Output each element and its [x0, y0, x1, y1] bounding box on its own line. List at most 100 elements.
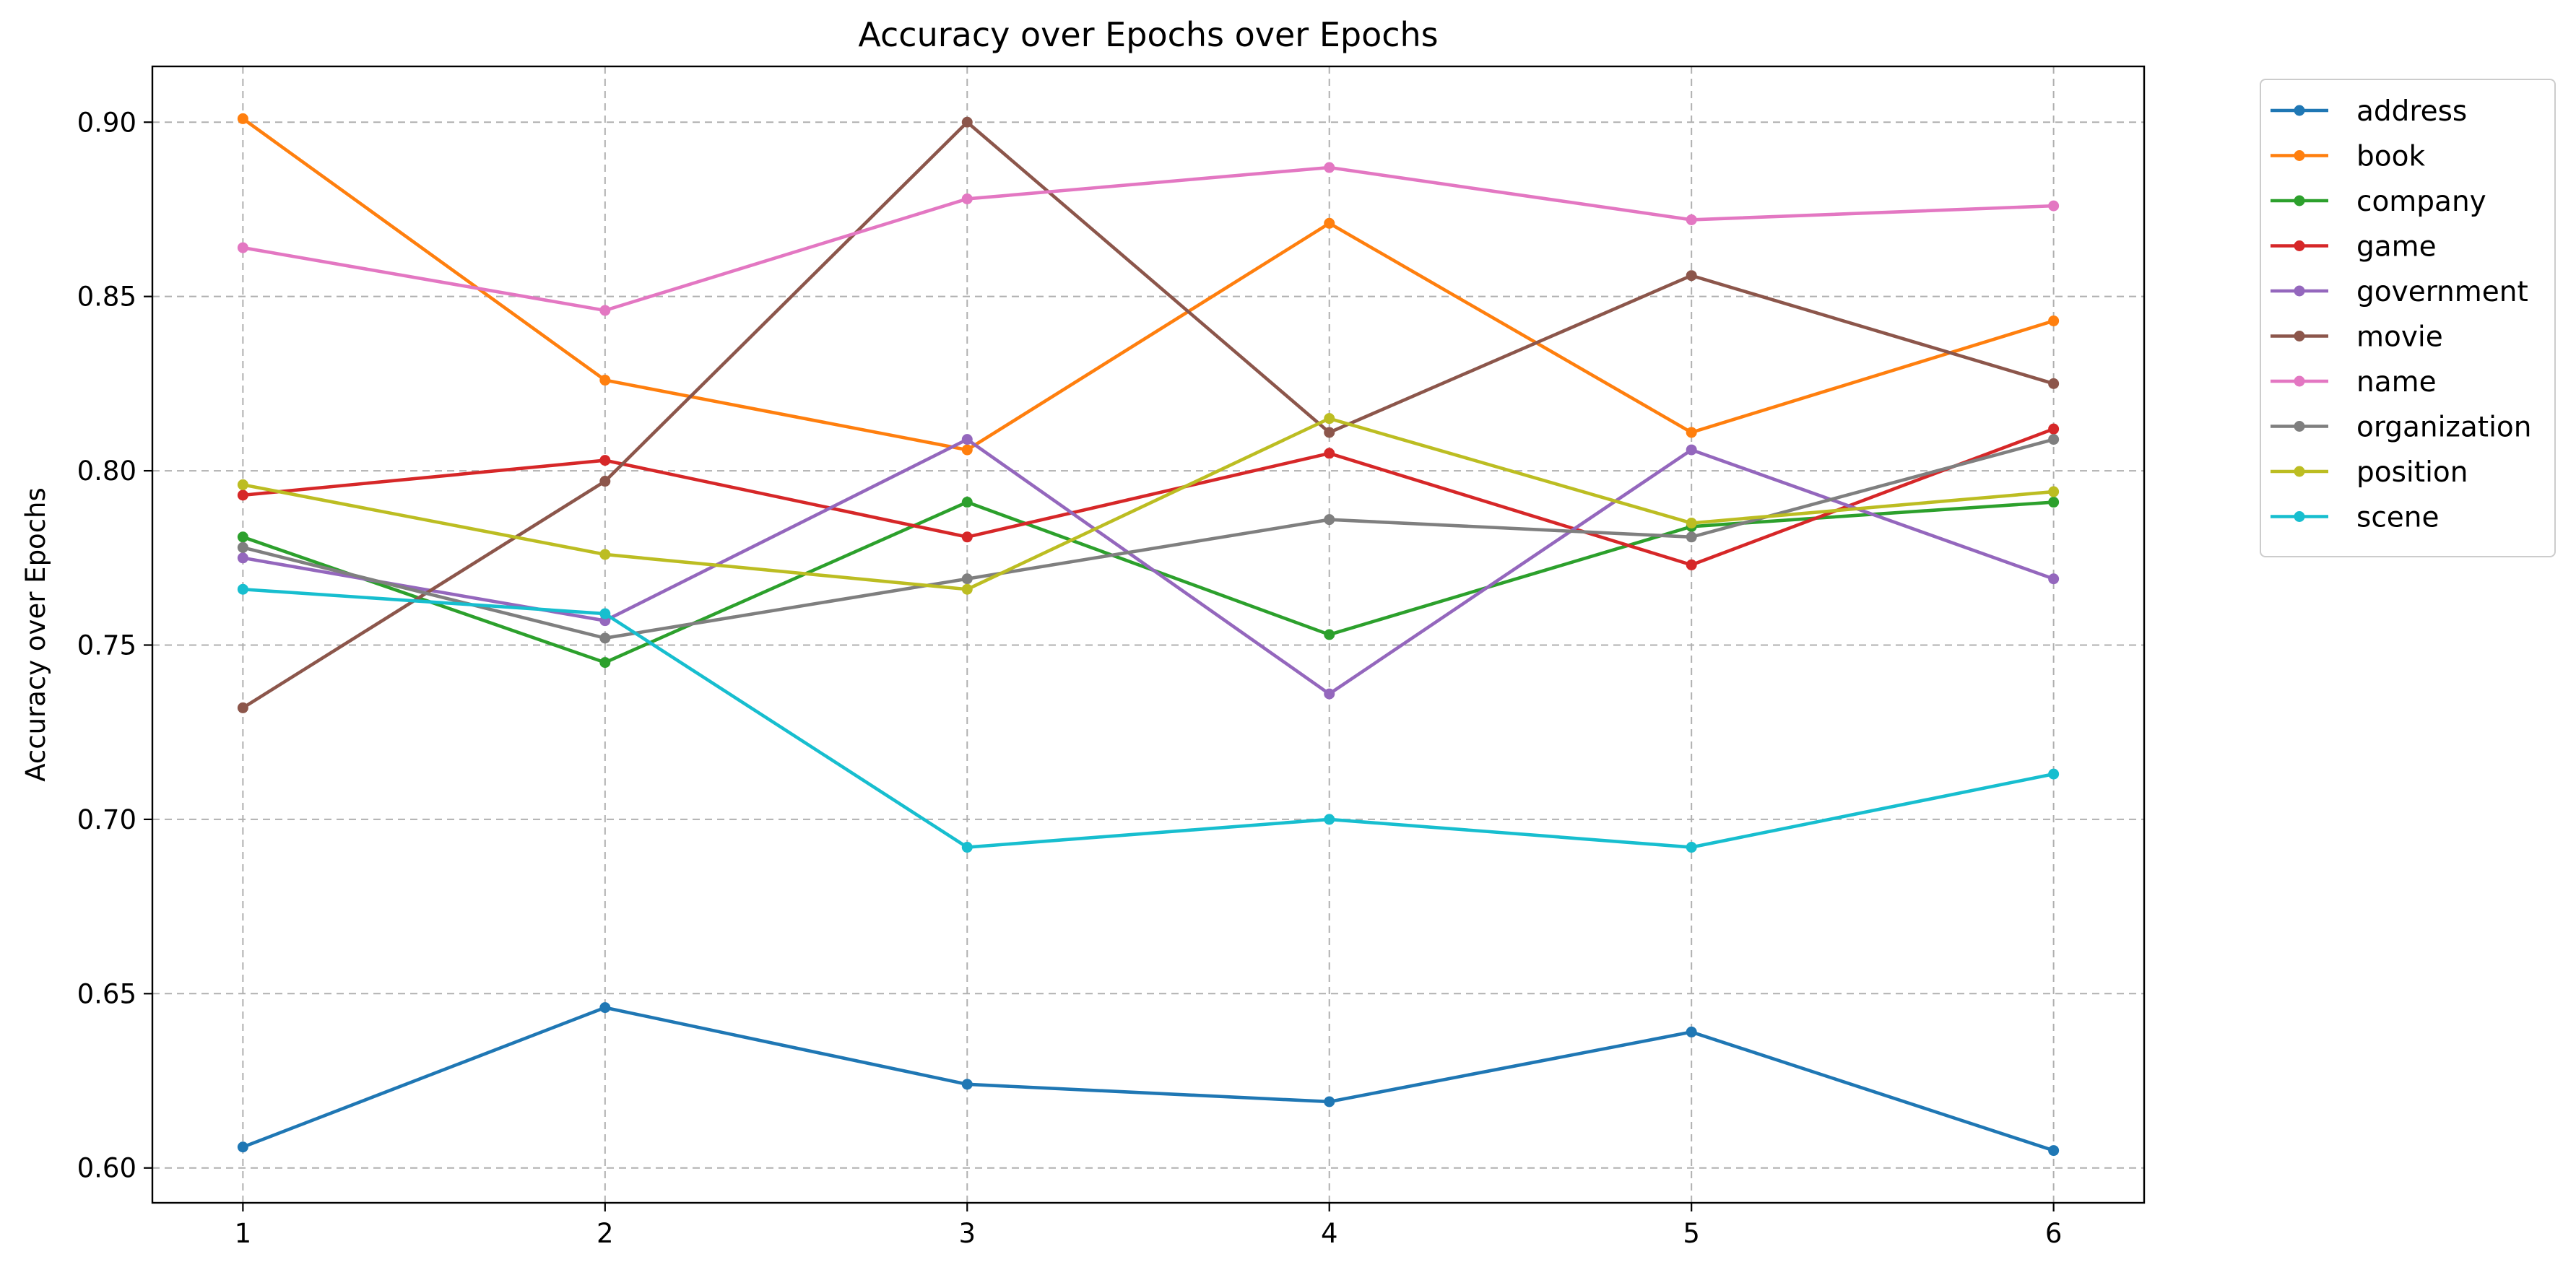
data-point-position — [1324, 413, 1335, 425]
chart-title: Accuracy over Epochs over Epochs — [858, 15, 1438, 54]
legend-item: company — [2271, 186, 2486, 218]
series-position — [237, 413, 2060, 595]
legend-label: position — [2356, 456, 2468, 489]
data-point-movie — [599, 476, 611, 487]
series-line-position — [241, 417, 2055, 591]
data-point-book — [237, 113, 248, 124]
data-point-movie — [237, 702, 248, 713]
data-point-position — [237, 479, 248, 490]
y-tick-label: 0.85 — [77, 282, 136, 313]
y-tick-label: 0.80 — [77, 456, 136, 487]
axis-ticks: 1 2 3 4 5 6 0.60 0.65 0.70 0.75 0.80 0.85 0.90 — [77, 107, 2063, 1249]
y-axis-label: Accuracy over Epochs — [20, 487, 51, 782]
data-point-government — [961, 434, 973, 445]
x-tick-label: 5 — [1683, 1218, 1700, 1249]
data-point-game — [237, 489, 248, 501]
legend-box — [2260, 79, 2556, 557]
data-point-address — [1324, 1096, 1335, 1108]
data-point-company — [237, 531, 248, 543]
legend-label: company — [2356, 186, 2486, 218]
legend-label: organization — [2356, 412, 2532, 444]
legend-item: name — [2271, 366, 2437, 399]
data-point-name — [961, 193, 973, 204]
legend-marker-game — [2294, 240, 2305, 251]
x-tick-label: 2 — [597, 1218, 614, 1249]
data-point-name — [2048, 200, 2060, 212]
legend-marker-position — [2294, 466, 2305, 477]
legend-item: book — [2271, 141, 2425, 173]
series-name — [237, 162, 2060, 316]
legend-label: government — [2356, 276, 2528, 308]
data-point-address — [2048, 1145, 2060, 1157]
y-tick-label: 0.75 — [77, 630, 136, 661]
data-point-book — [1324, 217, 1335, 229]
data-point-government — [1324, 688, 1335, 700]
data-point-address — [599, 1002, 611, 1014]
data-point-scene — [2048, 768, 2060, 780]
data-point-book — [2048, 315, 2060, 326]
data-point-scene — [961, 842, 973, 853]
data-point-address — [961, 1079, 973, 1090]
legend-marker-movie — [2294, 331, 2305, 341]
data-point-organization — [237, 541, 248, 553]
data-point-book — [1686, 427, 1697, 438]
series-line-game — [241, 427, 2055, 567]
series-address — [237, 1002, 2060, 1157]
data-point-scene — [599, 608, 611, 619]
legend-item: game — [2271, 231, 2437, 264]
data-point-name — [599, 305, 611, 316]
data-point-government — [1686, 444, 1697, 456]
data-point-game — [961, 531, 973, 543]
series-game — [237, 423, 2060, 570]
y-tick-label: 0.90 — [77, 107, 136, 138]
data-point-game — [599, 455, 611, 466]
series-line-name — [241, 165, 2055, 313]
series-line-scene — [241, 587, 2055, 849]
legend-label: scene — [2356, 502, 2439, 534]
data-point-name — [1686, 214, 1697, 225]
legend-marker-government — [2294, 285, 2305, 297]
legend-item: organization — [2271, 412, 2532, 444]
data-point-scene — [1686, 842, 1697, 853]
data-point-game — [1686, 559, 1697, 570]
data-point-organization — [961, 573, 973, 585]
legend-item: scene — [2271, 502, 2439, 534]
legend-marker-address — [2294, 105, 2305, 116]
data-point-position — [599, 549, 611, 560]
data-point-position — [2048, 486, 2060, 497]
legend-marker-organization — [2294, 421, 2305, 432]
data-point-movie — [961, 116, 973, 128]
data-point-company — [2048, 497, 2060, 508]
data-point-movie — [1324, 427, 1335, 438]
x-tick-label: 3 — [958, 1218, 976, 1249]
data-point-scene — [1324, 814, 1335, 825]
x-tick-label: 4 — [1321, 1218, 1338, 1249]
data-point-company — [961, 497, 973, 508]
legend-label: name — [2356, 366, 2437, 399]
data-point-organization — [1686, 531, 1697, 543]
data-point-book — [599, 375, 611, 386]
data-point-position — [1686, 517, 1697, 528]
data-point-government — [237, 552, 248, 564]
y-tick-label: 0.65 — [77, 978, 136, 1009]
series-line-organization — [241, 438, 2055, 640]
series-line-address — [241, 1006, 2055, 1152]
data-point-scene — [237, 583, 248, 595]
data-point-company — [1324, 629, 1335, 640]
legend-item: address — [2271, 95, 2467, 128]
data-point-organization — [1324, 514, 1335, 526]
y-tick-label: 0.70 — [77, 804, 136, 835]
data-point-game — [2048, 423, 2060, 435]
series-line-movie — [241, 120, 2055, 710]
data-point-organization — [599, 632, 611, 644]
data-point-book — [961, 444, 973, 456]
legend-label: movie — [2356, 321, 2443, 354]
legend-marker-scene — [2294, 511, 2305, 522]
data-point-name — [237, 242, 248, 253]
legend-item: government — [2271, 276, 2528, 308]
legend-label: address — [2356, 95, 2467, 128]
legend-marker-book — [2294, 150, 2305, 161]
data-point-movie — [2048, 378, 2060, 389]
